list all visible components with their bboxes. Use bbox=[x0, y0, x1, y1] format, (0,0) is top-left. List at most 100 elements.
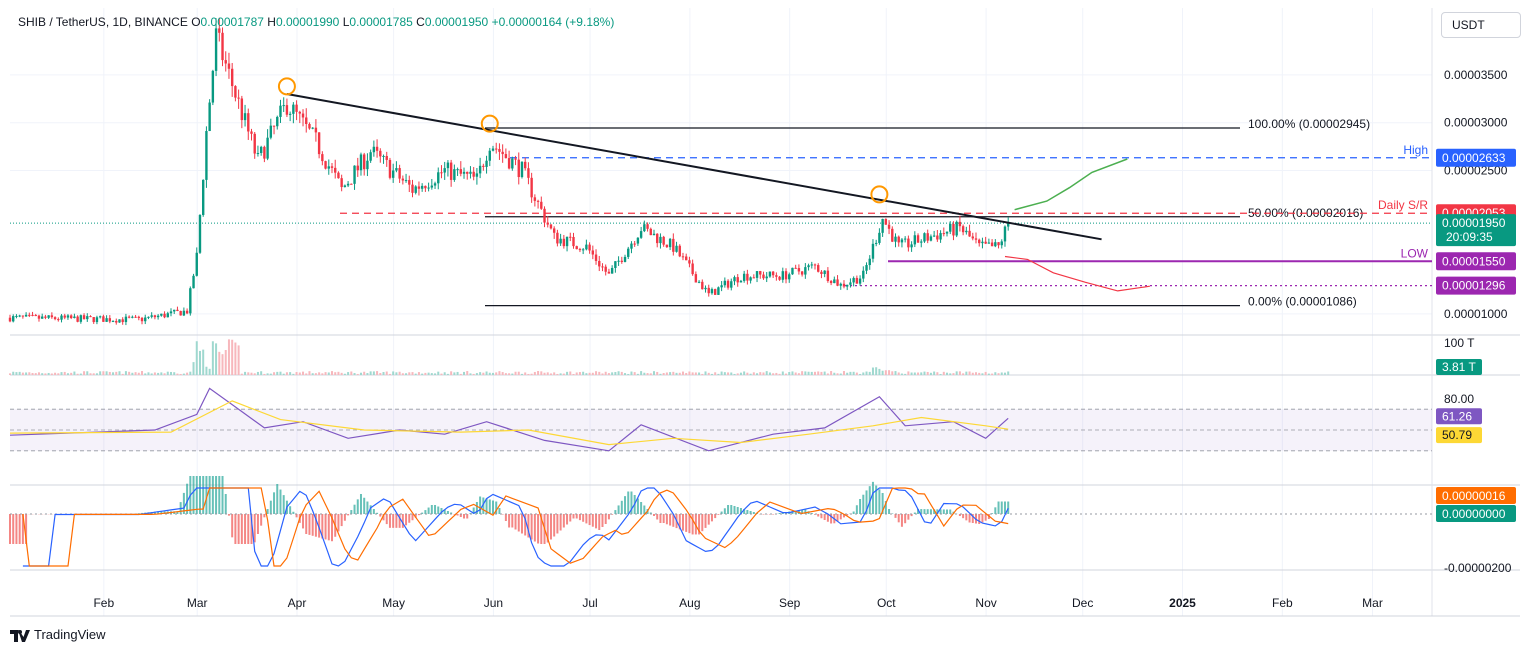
candle-body-86 bbox=[285, 105, 289, 115]
volume-bar-17 bbox=[63, 371, 66, 375]
candle-body-161 bbox=[527, 168, 530, 178]
macd-hist-89 bbox=[295, 514, 298, 518]
volume-bar-14 bbox=[54, 372, 57, 375]
macd-hist-251 bbox=[817, 514, 820, 517]
macd-hist-193 bbox=[630, 491, 633, 514]
volume-bar-98 bbox=[324, 372, 327, 375]
macd-hist-209 bbox=[681, 514, 684, 531]
candle-body-266 bbox=[865, 265, 868, 271]
macd-hist-68 bbox=[227, 514, 230, 516]
macd-hist-188 bbox=[614, 510, 617, 514]
volume-bar-88 bbox=[292, 373, 295, 375]
volume-bar-282 bbox=[917, 372, 920, 375]
volume-bar-38 bbox=[131, 372, 134, 375]
volume-bar-217 bbox=[707, 372, 710, 375]
macd-hist-213 bbox=[694, 514, 697, 535]
candle-body-295 bbox=[958, 221, 962, 227]
macd-hist-240 bbox=[781, 512, 784, 514]
volume-bar-303 bbox=[984, 371, 987, 375]
macd-hist-173 bbox=[566, 514, 569, 525]
price-levels: 100.00% (0.00002945)50.00% (0.00002016)0… bbox=[10, 117, 1432, 309]
macd-hist-200 bbox=[653, 514, 655, 516]
candle-body-53 bbox=[179, 311, 182, 316]
signal-line bbox=[22, 487, 1009, 567]
macd-hist-221 bbox=[720, 511, 723, 514]
volume-bar-29 bbox=[102, 371, 105, 375]
macd-hist-236 bbox=[768, 514, 771, 515]
volume-bar-195 bbox=[636, 373, 639, 375]
candle-body-48 bbox=[163, 313, 166, 318]
volume-bar-97 bbox=[321, 373, 324, 375]
macd-hist-74 bbox=[247, 514, 250, 544]
candle-body-113 bbox=[372, 146, 376, 153]
volume-bar-170 bbox=[556, 373, 559, 375]
candle-body-237 bbox=[771, 271, 775, 276]
macd-hist-163 bbox=[533, 514, 536, 542]
rsi-tag-text-0: 61.26 bbox=[1442, 409, 1472, 423]
macd-hist-130 bbox=[427, 507, 430, 514]
price-axis[interactable]: 0.00003500 0.00003000 0.00002500 0.00001000… bbox=[1436, 68, 1516, 575]
tradingview-brand[interactable]: TradingView bbox=[10, 627, 106, 642]
volume-bar-207 bbox=[675, 372, 678, 375]
macd-hist-225 bbox=[733, 506, 736, 514]
volume-bar-162 bbox=[530, 373, 533, 375]
x-tick-12: Feb bbox=[1272, 596, 1293, 610]
candle-body-285 bbox=[926, 233, 929, 241]
y-tick-2: 0.00002500 bbox=[1444, 164, 1508, 178]
volume-bar-15 bbox=[57, 373, 60, 375]
volume-bar-113 bbox=[372, 371, 375, 375]
volume-bar-163 bbox=[533, 371, 536, 375]
macd-hist-112 bbox=[369, 505, 372, 514]
volume-bar-12 bbox=[47, 372, 50, 375]
volume-bar-298 bbox=[968, 371, 971, 375]
macd-hist-104 bbox=[343, 514, 346, 521]
volume-bar-140 bbox=[459, 373, 462, 375]
volume-bar-71 bbox=[237, 345, 240, 375]
macd-hist-201 bbox=[656, 514, 659, 520]
candle-body-108 bbox=[356, 165, 359, 171]
macd-hist-179 bbox=[585, 514, 588, 524]
volume-bar-91 bbox=[302, 371, 305, 375]
candle-body-140 bbox=[459, 169, 462, 174]
volume-bar-143 bbox=[469, 373, 472, 375]
volume-bar-105 bbox=[347, 372, 350, 375]
currency-button[interactable]: USDT bbox=[1441, 12, 1521, 38]
time-axis[interactable]: Feb Mar Apr May Jun Jul Aug Sep Oct Nov Dec 2025 Feb… bbox=[93, 596, 1382, 610]
volume-bar-51 bbox=[173, 372, 176, 375]
candle-body-221 bbox=[720, 285, 723, 288]
volume-bar-179 bbox=[585, 373, 588, 375]
x-tick-10: Dec bbox=[1072, 596, 1093, 610]
macd-hist-182 bbox=[595, 514, 598, 529]
level-label-3: High bbox=[1403, 143, 1428, 157]
macd-hist-83 bbox=[276, 484, 279, 514]
volume-bar-230 bbox=[749, 373, 752, 375]
candle-body-175 bbox=[572, 236, 575, 247]
macd-hist-151 bbox=[495, 501, 498, 514]
candle-body-76 bbox=[253, 133, 256, 154]
candle-body-35 bbox=[121, 319, 124, 323]
volume-bar-93 bbox=[308, 371, 311, 375]
candle-body-122 bbox=[401, 178, 405, 181]
volume-bar-284 bbox=[923, 371, 926, 375]
macd-hist-146 bbox=[479, 496, 482, 514]
macd-hist-149 bbox=[488, 499, 491, 514]
candle-body-93 bbox=[308, 123, 311, 129]
volume-bar-155 bbox=[508, 373, 511, 375]
candle-body-249 bbox=[810, 264, 813, 266]
volume-bar-18 bbox=[66, 373, 69, 375]
macd-hist-259 bbox=[842, 514, 845, 518]
candle-body-239 bbox=[778, 276, 781, 280]
candle-body-184 bbox=[601, 266, 604, 268]
volume-bar-193 bbox=[630, 371, 633, 375]
macd-hist-85 bbox=[282, 495, 285, 514]
volume-bar-57 bbox=[192, 362, 195, 375]
volume-bar-27 bbox=[95, 373, 98, 375]
macd-hist-124 bbox=[408, 514, 411, 523]
candle-body-133 bbox=[437, 172, 440, 184]
macd-hist-106 bbox=[350, 510, 353, 514]
volume-bar-31 bbox=[108, 371, 111, 375]
candle-body-149 bbox=[488, 150, 491, 161]
candle-body-85 bbox=[282, 105, 285, 107]
macd-hist-59 bbox=[198, 476, 201, 514]
